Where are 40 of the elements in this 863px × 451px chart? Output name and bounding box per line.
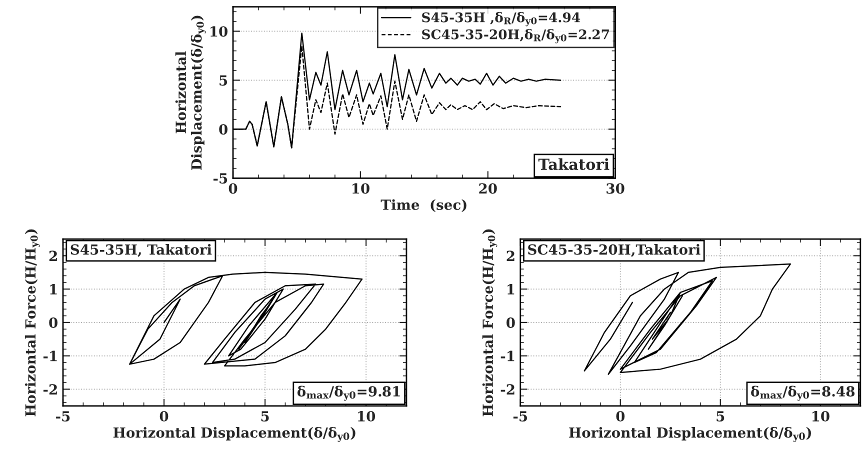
line-series [584, 263, 792, 375]
annotation: δ$_{max}$/δ$_{y0}$=9.81 [297, 386, 400, 401]
y-tick-label: 10 [210, 26, 228, 37]
annotation: Takatori [538, 158, 610, 170]
y-tick-label: -1 [43, 350, 57, 362]
y-tick-label: 1 [508, 284, 514, 294]
annotation: S45-35H, Takatori [70, 244, 212, 257]
annotation: SC45-35-20H,Takatori [528, 244, 700, 257]
legend-label: S45-35H ,δ$_{R}$/δ$_{y0}$=4.94 [422, 12, 580, 26]
x-axis-title: Horizontal Displacement(δ/δ$_{y0}$) [113, 426, 356, 442]
x-tick-label: 10 [358, 411, 376, 422]
y-tick-label: -5 [213, 173, 228, 184]
y-tick-label: 0 [219, 124, 228, 135]
y-tick-label: 5 [220, 75, 228, 86]
y-tick-label: 0 [506, 317, 515, 328]
y-tick-label: 0 [49, 317, 58, 328]
y-tick-label: 2 [506, 250, 514, 261]
y-axis-title: Horizontal Force(H/H$_{y0}$) [24, 229, 40, 416]
y-tick-label: -2 [500, 384, 514, 394]
x-tick-label: 10 [812, 411, 830, 422]
x-axis-title: Horizontal Displacement(δ/δ$_{y0}$) [569, 426, 811, 442]
x-tick-label: 0 [228, 183, 238, 194]
annotation: δ$_{max}$/δ$_{y0}$=8.48 [751, 386, 855, 401]
y-axis-title: Horizontal Force(H/H$_{y0}$) [482, 229, 498, 416]
x-tick-label: 0 [616, 411, 625, 422]
x-tick-label: 30 [606, 183, 624, 194]
x-tick-label: 10 [352, 183, 370, 194]
x-axis-title: Time (sec) [380, 199, 466, 212]
y-tick-label: -2 [43, 384, 57, 394]
x-tick-label: -5 [56, 411, 70, 422]
x-tick-label: 0 [160, 411, 168, 422]
legend-label: SC45-35-20H,δ$_{R}$/δ$_{y0}$=2.27 [422, 29, 609, 44]
x-tick-label: 5 [716, 411, 724, 422]
x-tick-label: 5 [261, 411, 269, 422]
y-tick-label: -1 [500, 350, 514, 362]
y-axis-title: Horizontal Displacement(δ/δ$_{y0}$) [175, 16, 206, 170]
line-series [129, 272, 363, 366]
y-tick-label: 2 [49, 250, 57, 261]
y-tick-label: 1 [50, 284, 57, 294]
x-tick-label: 20 [479, 183, 497, 194]
